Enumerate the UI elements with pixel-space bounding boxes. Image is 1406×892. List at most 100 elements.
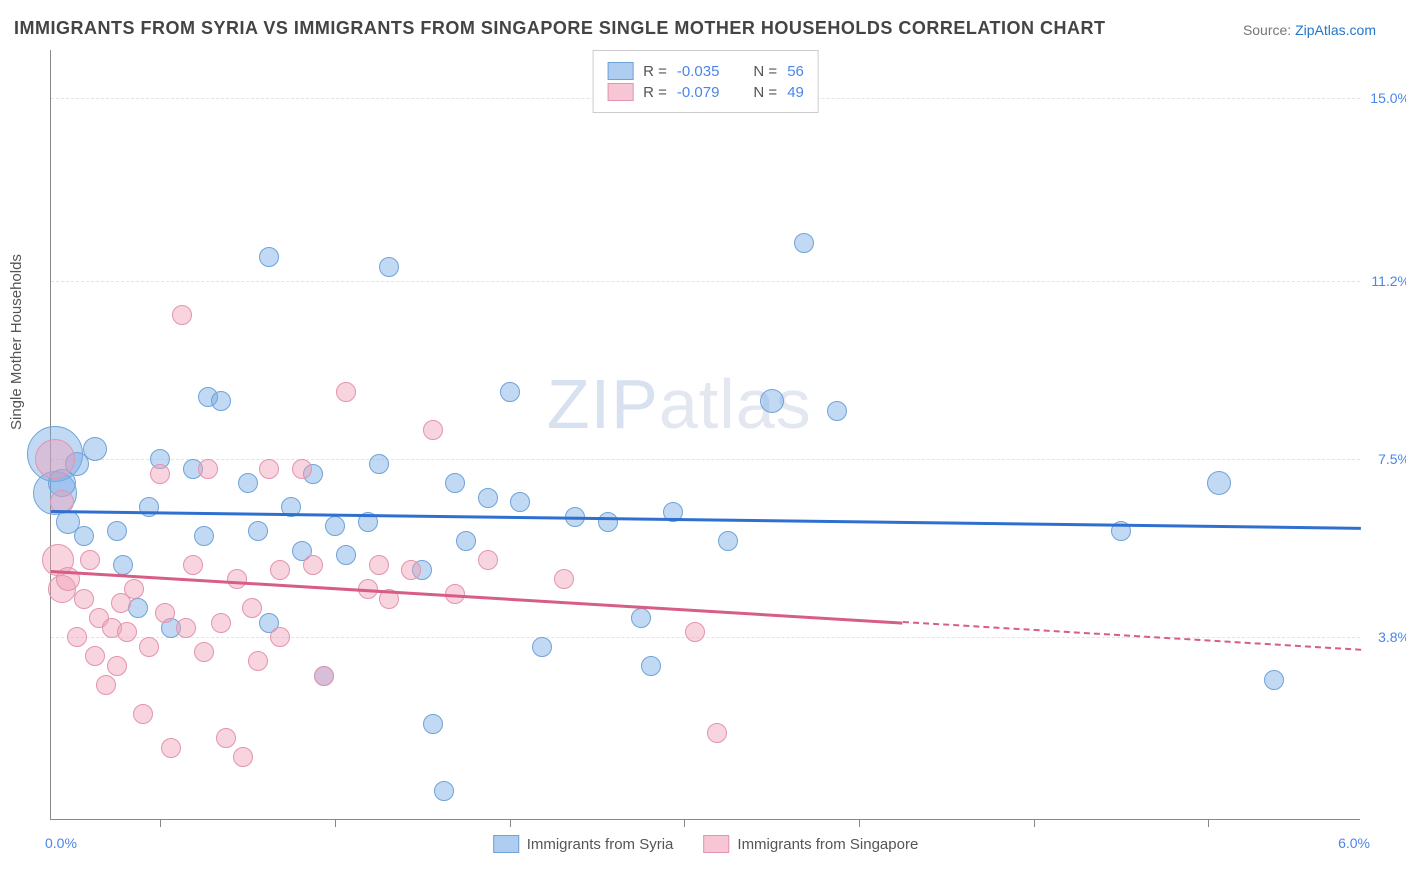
data-point xyxy=(292,459,312,479)
data-point xyxy=(718,531,738,551)
data-point xyxy=(194,642,214,662)
n-value: 56 xyxy=(787,63,804,80)
data-point xyxy=(113,555,133,575)
data-point xyxy=(85,646,105,666)
legend-swatch xyxy=(607,83,633,101)
data-point xyxy=(500,382,520,402)
data-point xyxy=(478,550,498,570)
legend-row: R = -0.079 N = 49 xyxy=(607,83,804,101)
data-point xyxy=(233,747,253,767)
data-point xyxy=(248,521,268,541)
data-point xyxy=(67,627,87,647)
data-point xyxy=(685,622,705,642)
data-point xyxy=(827,401,847,421)
data-point xyxy=(445,473,465,493)
data-point xyxy=(172,305,192,325)
data-point xyxy=(631,608,651,628)
data-point xyxy=(1207,471,1231,495)
data-point xyxy=(456,531,476,551)
y-axis-label: Single Mother Households xyxy=(8,254,25,430)
data-point xyxy=(707,723,727,743)
source-attribution: Source: ZipAtlas.com xyxy=(1243,22,1376,38)
data-point xyxy=(336,545,356,565)
n-label: N = xyxy=(753,84,777,101)
data-point xyxy=(139,637,159,657)
x-axis-max-label: 6.0% xyxy=(1338,835,1370,851)
data-point xyxy=(325,516,345,536)
data-point xyxy=(133,704,153,724)
data-point xyxy=(259,459,279,479)
data-point xyxy=(155,603,175,623)
r-value: -0.079 xyxy=(677,84,720,101)
r-value: -0.035 xyxy=(677,63,720,80)
data-point xyxy=(238,473,258,493)
data-point xyxy=(161,738,181,758)
y-tick-label: 3.8% xyxy=(1378,629,1406,645)
data-point xyxy=(176,618,196,638)
data-point xyxy=(216,728,236,748)
legend-swatch xyxy=(607,62,633,80)
y-tick-label: 11.2% xyxy=(1371,273,1406,289)
data-point xyxy=(74,526,94,546)
data-point xyxy=(211,391,231,411)
data-point xyxy=(314,666,334,686)
legend-row: R = -0.035N = 56 xyxy=(607,62,804,80)
data-point xyxy=(379,257,399,277)
data-point xyxy=(194,526,214,546)
series-legend: Immigrants from Syria Immigrants from Sin… xyxy=(493,835,919,853)
r-label: R = xyxy=(643,63,667,80)
data-point xyxy=(198,459,218,479)
legend-series-name: Immigrants from Syria xyxy=(527,836,674,853)
x-tick xyxy=(859,819,860,827)
x-tick xyxy=(510,819,511,827)
x-tick xyxy=(684,819,685,827)
data-point xyxy=(259,247,279,267)
data-point xyxy=(96,675,116,695)
legend-swatch xyxy=(493,835,519,853)
x-tick xyxy=(1034,819,1035,827)
y-tick-label: 15.0% xyxy=(1370,90,1406,106)
legend-item: Immigrants from Syria xyxy=(493,835,674,853)
data-point xyxy=(248,651,268,671)
data-point xyxy=(270,560,290,580)
data-point xyxy=(139,497,159,517)
data-point xyxy=(150,464,170,484)
data-point xyxy=(1264,670,1284,690)
legend-swatch xyxy=(703,835,729,853)
r-label: R = xyxy=(643,84,667,101)
correlation-legend: R = -0.035N = 56R = -0.079N = 49 xyxy=(592,50,819,113)
data-point xyxy=(74,589,94,609)
n-value: 49 xyxy=(787,84,804,101)
data-point xyxy=(369,555,389,575)
data-point xyxy=(124,579,144,599)
legend-series-name: Immigrants from Singapore xyxy=(737,836,918,853)
data-point xyxy=(128,598,148,618)
data-point xyxy=(83,437,107,461)
data-point xyxy=(303,555,323,575)
data-point xyxy=(270,627,290,647)
trendline xyxy=(51,510,1361,529)
data-point xyxy=(336,382,356,402)
data-point xyxy=(554,569,574,589)
y-tick-label: 7.5% xyxy=(1378,451,1406,467)
data-point xyxy=(423,714,443,734)
scatter-plot-area: ZIPatlas R = -0.035N = 56R = -0.079N = 4… xyxy=(50,50,1360,820)
data-point xyxy=(35,439,75,479)
data-point xyxy=(478,488,498,508)
data-point xyxy=(532,637,552,657)
chart-title: IMMIGRANTS FROM SYRIA VS IMMIGRANTS FROM… xyxy=(14,18,1106,39)
data-point xyxy=(80,550,100,570)
source-link[interactable]: ZipAtlas.com xyxy=(1295,22,1376,38)
x-tick xyxy=(160,819,161,827)
data-point xyxy=(510,492,530,512)
data-point xyxy=(107,521,127,541)
data-point xyxy=(242,598,262,618)
watermark-bold: ZIP xyxy=(547,365,659,443)
data-point xyxy=(423,420,443,440)
gridline xyxy=(51,281,1360,282)
x-axis-min-label: 0.0% xyxy=(45,835,77,851)
data-point xyxy=(794,233,814,253)
trendline xyxy=(51,570,903,624)
data-point xyxy=(211,613,231,633)
data-point xyxy=(434,781,454,801)
